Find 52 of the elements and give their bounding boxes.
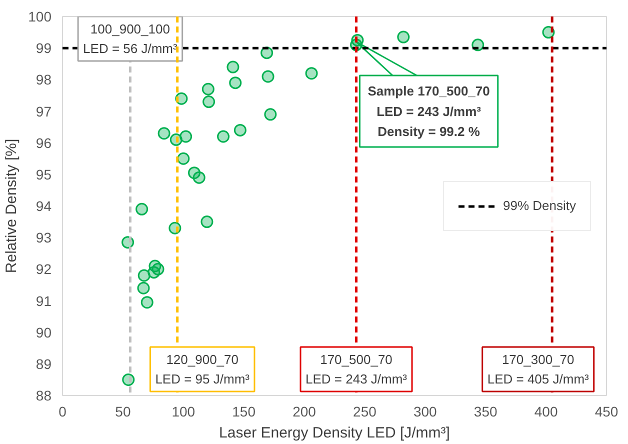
y-tick-label: 94 xyxy=(36,198,52,214)
y-tick-label: 98 xyxy=(36,72,52,88)
point xyxy=(200,216,214,228)
x-tick-label: 450 xyxy=(594,404,618,420)
point xyxy=(137,282,150,294)
point xyxy=(397,30,410,44)
point xyxy=(305,67,318,80)
y-tick-label: 92 xyxy=(36,261,52,278)
y-tick-label: 95 xyxy=(36,166,52,182)
x-tick-label: 100 xyxy=(172,404,196,420)
x-tick-label: 200 xyxy=(292,404,316,420)
ref-line-label: 170_300_70 LED = 405 J/mm³ xyxy=(487,352,590,386)
point xyxy=(192,171,206,184)
y-tick-label: 91 xyxy=(36,292,52,309)
point xyxy=(180,130,192,143)
annotation: Sample 170_500_70 LED = 243 J/mm³ Density = 99.2 % xyxy=(368,84,490,139)
point xyxy=(202,82,214,96)
y-tick-label: 100 xyxy=(28,8,52,24)
point xyxy=(140,296,154,309)
point xyxy=(148,266,160,279)
point xyxy=(234,124,246,136)
y-axis-title: Relative Density [%] xyxy=(3,138,20,274)
point xyxy=(262,70,274,83)
x-tick-label: 300 xyxy=(413,404,438,420)
point xyxy=(136,202,148,216)
y-tick-label: 99 xyxy=(36,40,52,56)
y-tick-label: 90 xyxy=(36,324,52,340)
point xyxy=(260,46,274,60)
x-tick-label: 350 xyxy=(474,404,498,420)
y-tick-label: 93 xyxy=(36,230,52,246)
point xyxy=(226,60,240,74)
point xyxy=(229,76,242,90)
ref-line-label: 100_900_100 LED = 56 J/mm³ xyxy=(83,22,178,56)
ref-line-label: 120_900_70 LED = 95 J/mm³ xyxy=(155,352,250,386)
point xyxy=(217,130,230,143)
y-tick-label: 97 xyxy=(36,103,52,120)
ref-line-label: 170_500_70 LED = 243 J/mm³ xyxy=(306,352,408,386)
point xyxy=(158,127,170,140)
x-tick-label: 150 xyxy=(232,404,256,420)
point xyxy=(177,152,190,165)
y-tick-label: 96 xyxy=(36,134,52,151)
x-tick-label: 400 xyxy=(534,404,558,420)
x-axis-title: Laser Energy Density LED [J/mm³] xyxy=(219,424,450,442)
legend-label: 99% Density xyxy=(503,198,576,213)
point xyxy=(264,108,277,121)
y-tick-label: 88 xyxy=(36,388,52,404)
x-tick-label: 50 xyxy=(115,404,131,420)
point xyxy=(202,96,216,108)
x-tick-label: 0 xyxy=(58,404,67,420)
y-tick-label: 89 xyxy=(36,356,52,372)
x-tick-label: 250 xyxy=(353,404,377,420)
point xyxy=(138,269,150,282)
